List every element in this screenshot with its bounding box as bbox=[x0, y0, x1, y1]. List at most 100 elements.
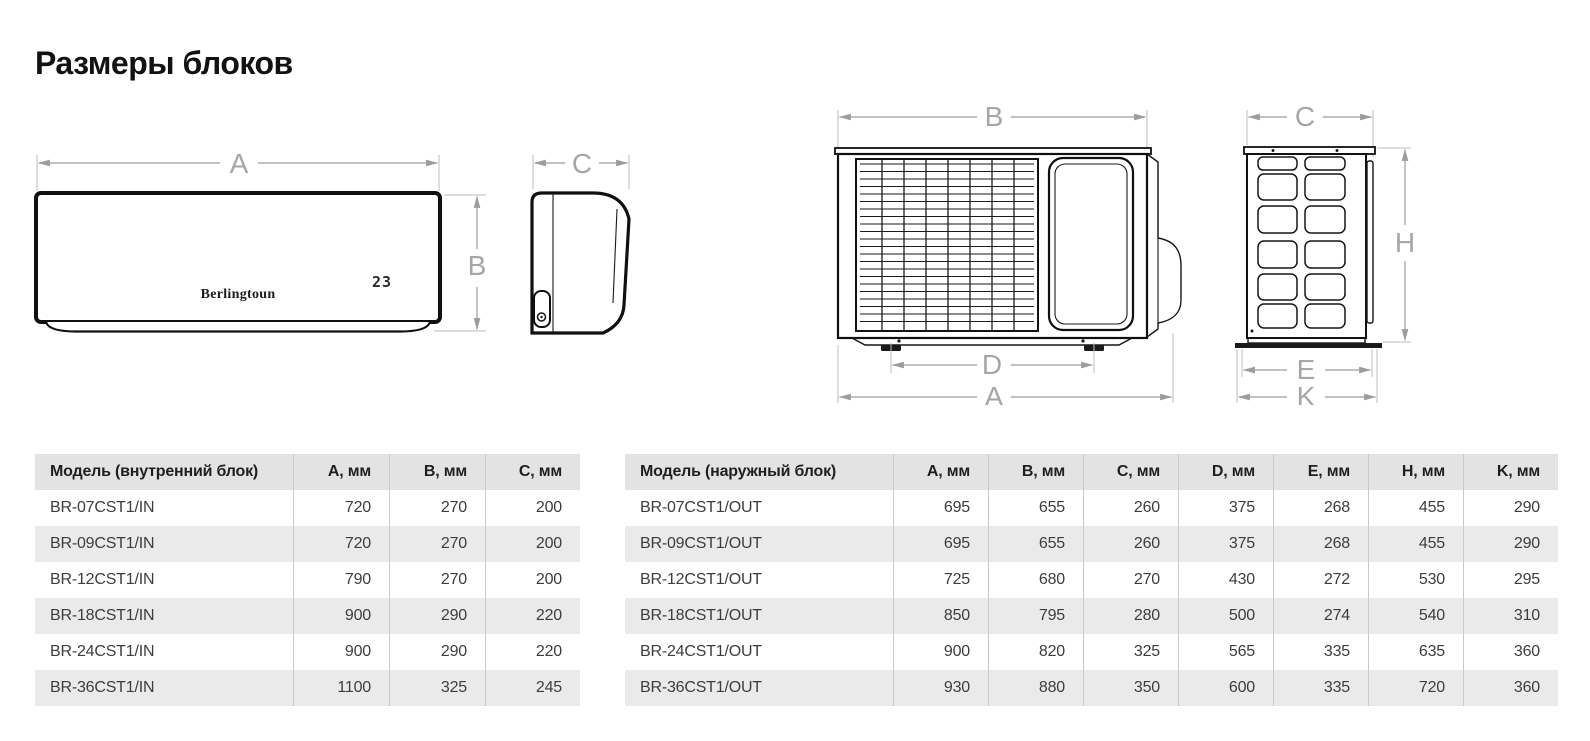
dimension-value-cell: 880 bbox=[988, 670, 1083, 706]
outdoor-unit-front-diagram: B D A bbox=[834, 105, 1182, 405]
dimension-value-cell: 725 bbox=[893, 562, 988, 598]
side-vent-grid bbox=[1257, 156, 1346, 329]
dimension-value-cell: 290 bbox=[389, 598, 485, 634]
dimension-value-cell: 200 bbox=[485, 490, 580, 526]
dimension-value-cell: 430 bbox=[1178, 562, 1273, 598]
dimension-value-cell: 565 bbox=[1178, 634, 1273, 670]
dimension-value-cell: 930 bbox=[893, 670, 988, 706]
dimension-value-cell: 245 bbox=[485, 670, 580, 706]
indoor-unit-base bbox=[44, 321, 432, 333]
side-handle bbox=[1146, 153, 1182, 338]
dimension-value-cell: 270 bbox=[389, 562, 485, 598]
dimension-value-cell: 900 bbox=[893, 634, 988, 670]
dim-label-e: E bbox=[1297, 354, 1316, 385]
dim-label-a: A bbox=[230, 148, 249, 179]
dim-label-c: C bbox=[1295, 105, 1315, 132]
grille-dividers bbox=[881, 160, 1015, 330]
dim-label-k: K bbox=[1297, 381, 1316, 405]
table-row: BR-36CST1/OUT 930 880 350 600 335 720 360 bbox=[625, 670, 1558, 706]
dimension-value-cell: 375 bbox=[1178, 490, 1273, 526]
dimension-value-cell: 290 bbox=[389, 634, 485, 670]
screw-dot bbox=[897, 339, 901, 343]
indoor-unit-side-body bbox=[530, 191, 631, 335]
model-cell: BR-18CST1/IN bbox=[50, 607, 155, 624]
dimension-value-cell: 220 bbox=[485, 598, 580, 634]
table-row: BR-09CST1/IN 720 270 200 bbox=[35, 526, 580, 562]
table-row: BR-24CST1/IN 900 290 220 bbox=[35, 634, 580, 670]
base-pan bbox=[851, 337, 1133, 346]
dimension-value-cell: 290 bbox=[1463, 526, 1558, 562]
grille-frame bbox=[855, 158, 1039, 332]
dimension-value-cell: 274 bbox=[1273, 598, 1368, 634]
dimension-value-cell: 720 bbox=[1368, 670, 1463, 706]
side-panel-inner bbox=[1054, 163, 1128, 325]
model-cell: BR-36CST1/IN bbox=[50, 679, 155, 696]
model-cell: BR-07CST1/OUT bbox=[640, 499, 762, 516]
model-cell: BR-24CST1/OUT bbox=[640, 643, 762, 660]
dim-label-a: A bbox=[985, 381, 1004, 405]
model-cell: BR-09CST1/IN bbox=[50, 535, 155, 552]
dimension-value-cell: 720 bbox=[293, 526, 389, 562]
front-panel-edge bbox=[1366, 160, 1374, 324]
dimension-value-cell: 268 bbox=[1273, 490, 1368, 526]
dim-label-c: C bbox=[572, 148, 592, 179]
dimension-value-cell: 270 bbox=[389, 490, 485, 526]
panel-seam bbox=[612, 208, 618, 304]
dimension-value-cell: 270 bbox=[1083, 562, 1178, 598]
indoor-unit-side-diagram: C bbox=[530, 148, 631, 335]
dimension-value-cell: 635 bbox=[1368, 634, 1463, 670]
dimension-header-cell: C, мм bbox=[1083, 454, 1178, 490]
table-row: BR-12CST1/IN 790 270 200 bbox=[35, 562, 580, 598]
dimension-value-cell: 220 bbox=[485, 634, 580, 670]
table-row: BR-07CST1/IN 720 270 200 bbox=[35, 490, 580, 526]
dimension-value-cell: 272 bbox=[1273, 562, 1368, 598]
dimension-value-cell: 350 bbox=[1083, 670, 1178, 706]
dimension-value-cell: 600 bbox=[1178, 670, 1273, 706]
model-header-cell: Модель (внутренний блок) bbox=[50, 463, 259, 480]
screw-dot bbox=[1335, 149, 1339, 152]
dimension-value-cell: 360 bbox=[1463, 670, 1558, 706]
dimension-header-cell: A, мм bbox=[893, 454, 988, 490]
dimension-value-cell: 530 bbox=[1368, 562, 1463, 598]
dimension-value-cell: 850 bbox=[893, 598, 988, 634]
grille-louvers bbox=[860, 163, 1034, 322]
dimension-value-cell: 280 bbox=[1083, 598, 1178, 634]
table-row: BR-18CST1/OUT 850 795 280 500 274 540 310 bbox=[625, 598, 1558, 634]
table-row: BR-09CST1/OUT 695 655 260 375 268 455 290 bbox=[625, 526, 1558, 562]
model-cell: BR-24CST1/IN bbox=[50, 643, 155, 660]
dimension-header-cell: B, мм bbox=[389, 454, 485, 490]
model-header-cell: Модель (наружный блок) bbox=[640, 463, 837, 480]
dimension-value-cell: 200 bbox=[485, 562, 580, 598]
dimension-value-cell: 295 bbox=[1463, 562, 1558, 598]
side-panel bbox=[1047, 156, 1135, 332]
dimension-value-cell: 820 bbox=[988, 634, 1083, 670]
dimension-value-cell: 655 bbox=[988, 526, 1083, 562]
dimension-value-cell: 795 bbox=[988, 598, 1083, 634]
top-lid bbox=[1243, 146, 1376, 155]
model-cell: BR-36CST1/OUT bbox=[640, 679, 762, 696]
table-row: BR-12CST1/OUT 725 680 270 430 272 530 295 bbox=[625, 562, 1558, 598]
dimension-value-cell: 695 bbox=[893, 490, 988, 526]
outdoor-unit-table: Модель (наружный блок) A, мм B, мм C, мм D, … bbox=[625, 454, 1558, 706]
dimension-value-cell: 260 bbox=[1083, 490, 1178, 526]
page-title: Размеры блоков bbox=[35, 45, 293, 82]
dimension-value-cell: 900 bbox=[293, 598, 389, 634]
dimension-value-cell: 900 bbox=[293, 634, 389, 670]
dimension-value-cell: 455 bbox=[1368, 526, 1463, 562]
model-cell: BR-09CST1/OUT bbox=[640, 535, 762, 552]
dimension-value-cell: 310 bbox=[1463, 598, 1558, 634]
brand-label: Berlingtoun bbox=[201, 287, 276, 302]
dimension-value-cell: 500 bbox=[1178, 598, 1273, 634]
dimension-value-cell: 260 bbox=[1083, 526, 1178, 562]
dimension-value-cell: 200 bbox=[485, 526, 580, 562]
dimension-value-cell: 720 bbox=[293, 490, 389, 526]
dimension-value-cell: 360 bbox=[1463, 634, 1558, 670]
dimension-value-cell: 325 bbox=[389, 670, 485, 706]
dimension-value-cell: 290 bbox=[1463, 490, 1558, 526]
dimension-header-cell: B, мм bbox=[988, 454, 1083, 490]
table-row: BR-07CST1/OUT 695 655 260 375 268 455 290 bbox=[625, 490, 1558, 526]
dimension-value-cell: 540 bbox=[1368, 598, 1463, 634]
dimension-header-cell: H, мм bbox=[1368, 454, 1463, 490]
base-plate bbox=[1235, 343, 1382, 348]
